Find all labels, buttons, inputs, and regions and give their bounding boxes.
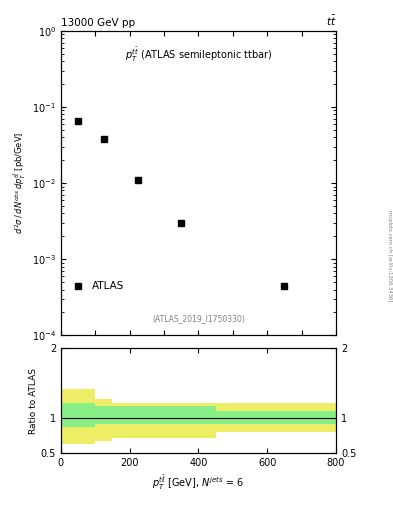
Y-axis label: Ratio to ATLAS: Ratio to ATLAS xyxy=(29,368,38,434)
Text: 13000 GeV pp: 13000 GeV pp xyxy=(61,18,135,28)
Text: ATLAS: ATLAS xyxy=(92,281,124,291)
Text: mcplots.cern.ch [arXiv:1306.3436]: mcplots.cern.ch [arXiv:1306.3436] xyxy=(387,210,392,302)
X-axis label: $p^{t\bar{\ell}}_{T}$ [GeV], $N^{jets}$ = 6: $p^{t\bar{\ell}}_{T}$ [GeV], $N^{jets}$ … xyxy=(152,474,244,492)
Text: $t\bar{t}$: $t\bar{t}$ xyxy=(325,14,336,28)
Text: $p_T^{t\bar{t}}$ (ATLAS semileptonic ttbar): $p_T^{t\bar{t}}$ (ATLAS semileptonic ttb… xyxy=(125,46,272,64)
Text: (ATLAS_2019_I1750330): (ATLAS_2019_I1750330) xyxy=(152,314,245,323)
Y-axis label: $d^2\sigma\,/\,dN^{obs}\,dp^{t\bar{\ell}}_{T}$ [pb/GeV]: $d^2\sigma\,/\,dN^{obs}\,dp^{t\bar{\ell}… xyxy=(12,132,28,234)
